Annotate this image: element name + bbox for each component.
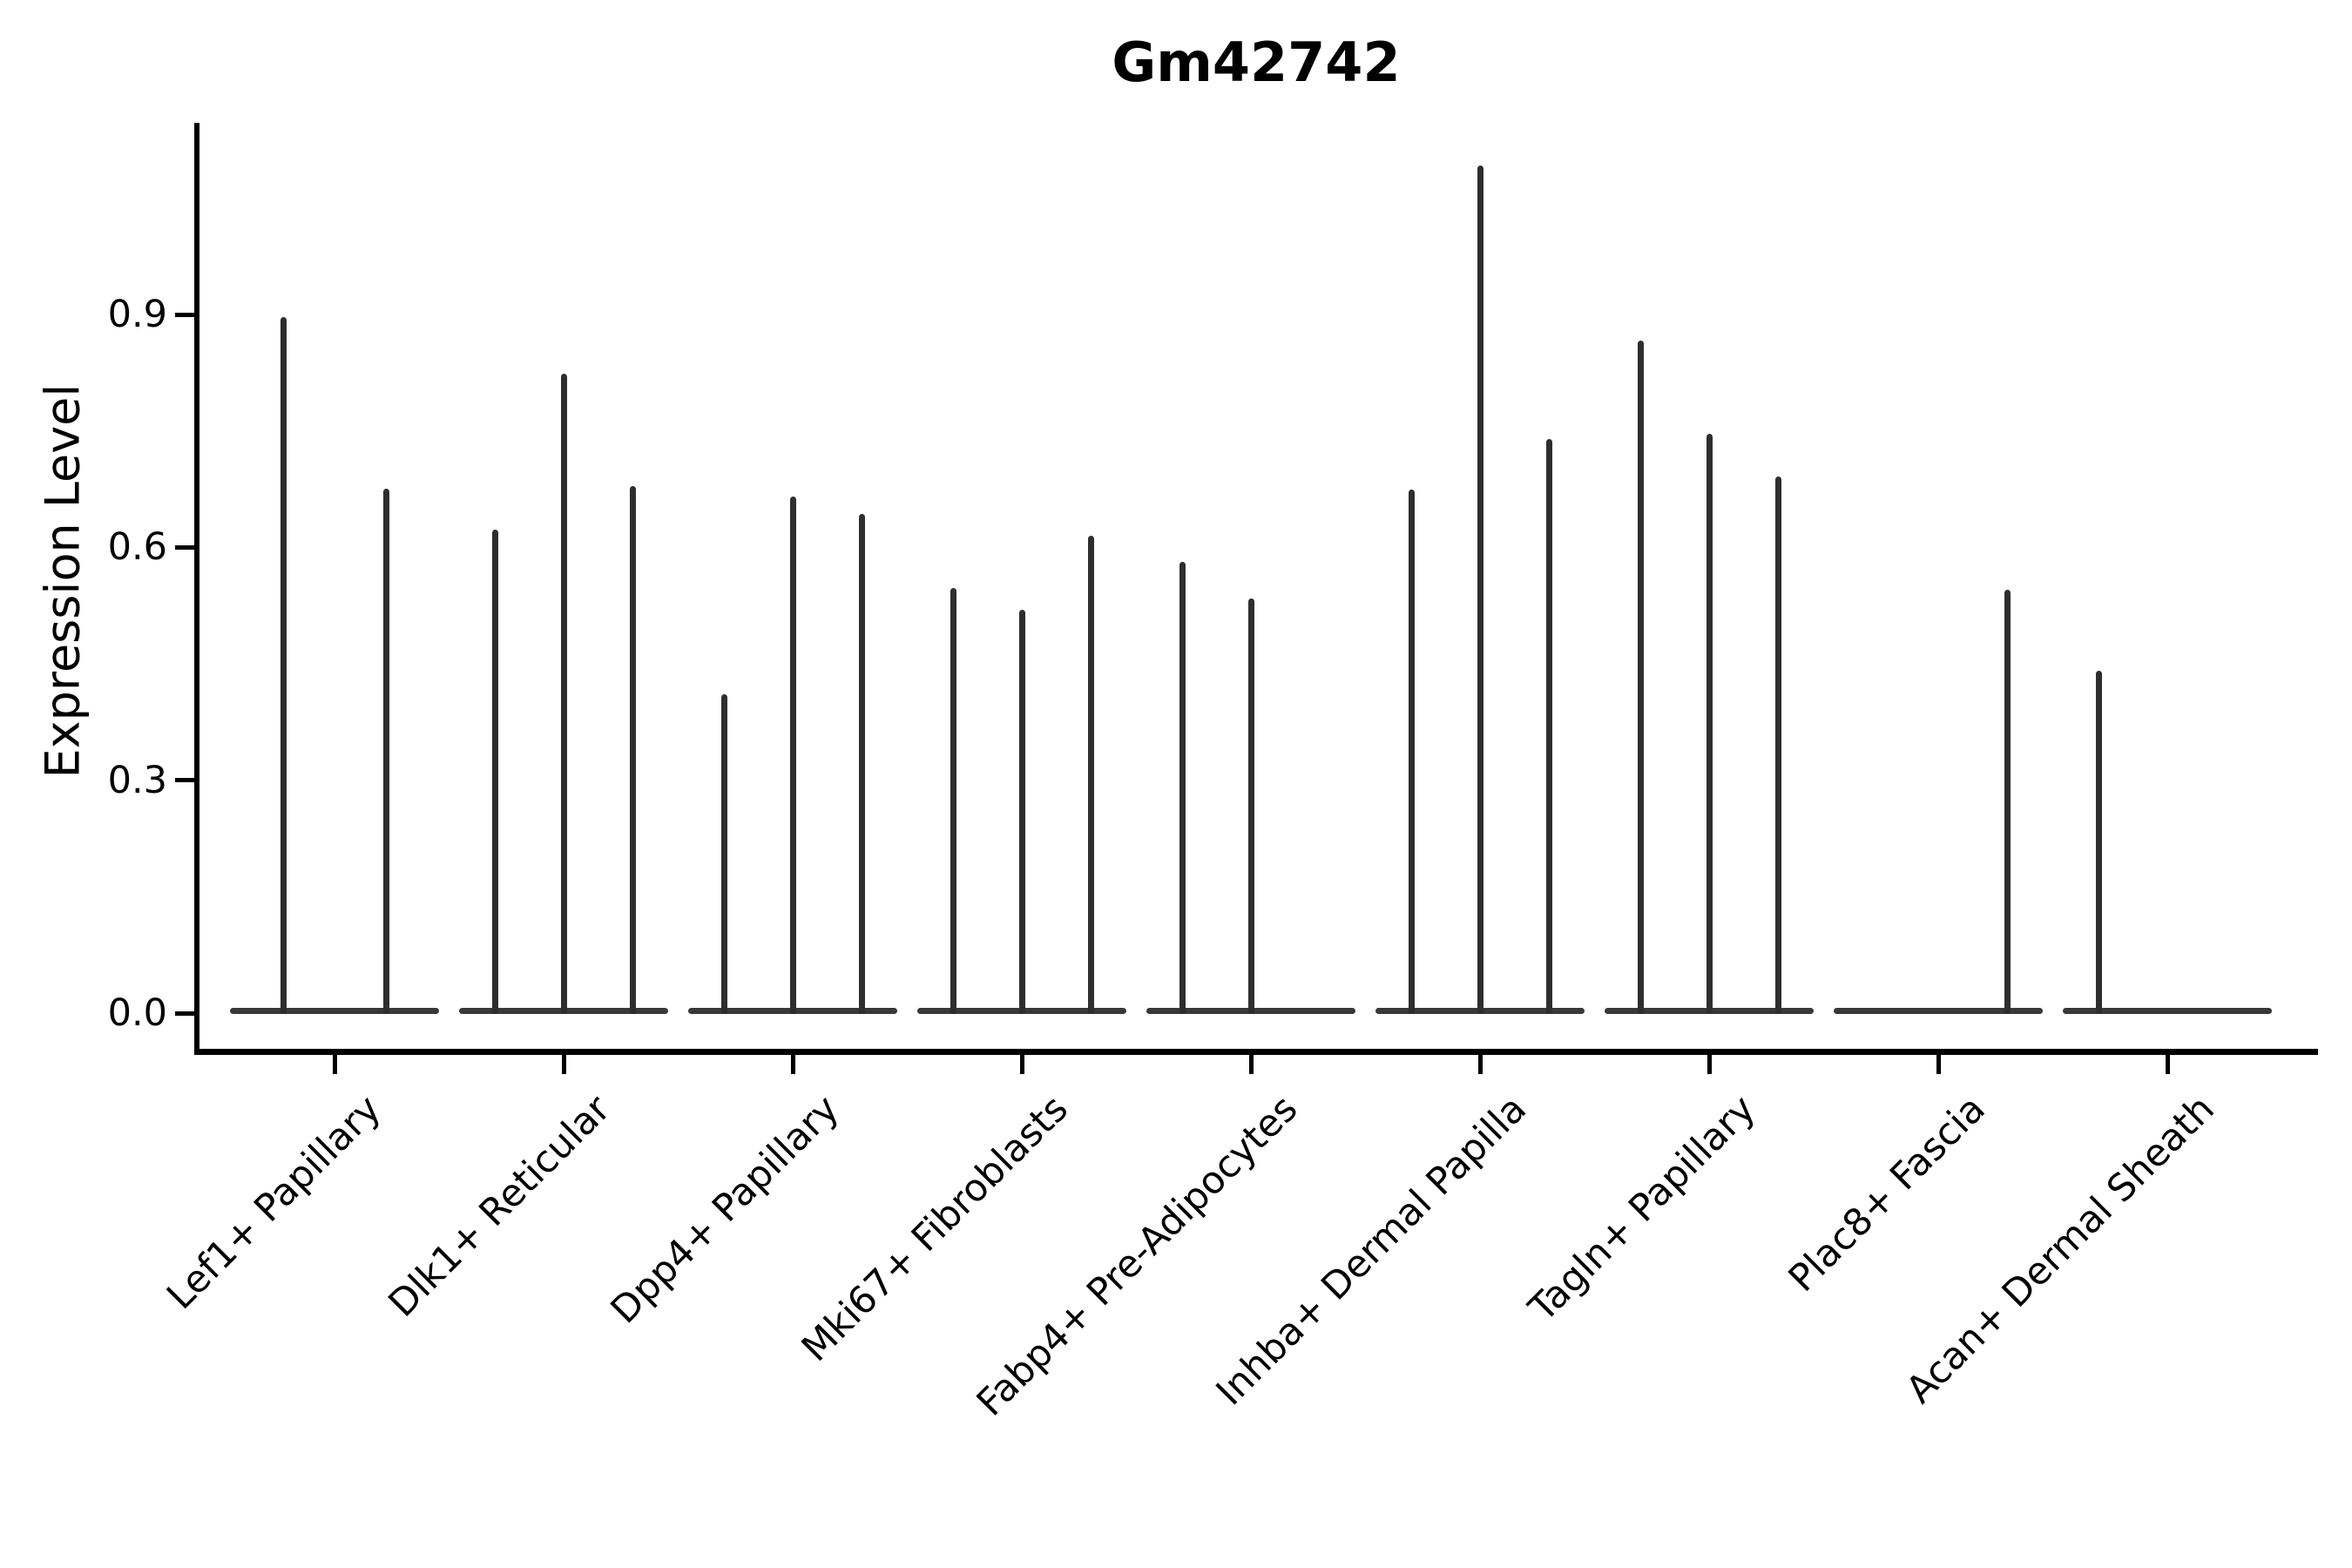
y-tick-mark [175, 1010, 194, 1016]
violin-baseline [1834, 1008, 2043, 1014]
x-axis-category-label: Dpp4+ Papillary [603, 1087, 848, 1333]
x-axis-category-label: Plac8+ Fascia [1780, 1087, 1994, 1301]
violin-spike [2004, 590, 2011, 1014]
x-tick-mark [1477, 1055, 1483, 1074]
violin-spike [1477, 166, 1484, 1014]
violin-baseline [230, 1008, 439, 1014]
x-axis-category-label: Tagln+ Papillary [1521, 1087, 1765, 1331]
x-axis-category-label: Dlk1+ Reticular [380, 1087, 619, 1326]
y-axis-label: Expression Level [35, 383, 91, 779]
y-tick-label: 0.9 [107, 293, 167, 337]
violin-spike [1018, 609, 1025, 1014]
violin-spike [1637, 341, 1644, 1014]
violin-spike [789, 496, 796, 1014]
x-axis-category-label: Lef1+ Papillary [159, 1087, 390, 1319]
violin-spike [1179, 562, 1186, 1014]
violin-spike [1774, 476, 1781, 1014]
x-tick-mark [1936, 1055, 1941, 1074]
violin-spike [629, 486, 636, 1014]
violin-spike [2095, 671, 2102, 1014]
violin-spike [950, 587, 956, 1014]
violin-spike [720, 693, 727, 1014]
violin-spike [1247, 598, 1254, 1014]
x-tick-mark [1707, 1055, 1712, 1074]
violin-spike [491, 529, 498, 1014]
x-tick-mark [561, 1055, 566, 1074]
x-axis-line [194, 1049, 2318, 1055]
x-tick-mark [2165, 1055, 2170, 1074]
violin-baseline [2063, 1008, 2272, 1014]
violin-spike [1408, 490, 1415, 1014]
y-tick-mark [175, 778, 194, 783]
violin-spike [858, 514, 865, 1014]
violin-spike [560, 373, 567, 1014]
violin-spike [382, 488, 389, 1014]
violin-spike [280, 316, 287, 1014]
x-tick-mark [790, 1055, 795, 1074]
y-axis-line [194, 123, 199, 1055]
violin-spike [1706, 434, 1713, 1014]
violin-spike [1545, 438, 1552, 1014]
y-tick-label: 0.3 [107, 758, 167, 802]
y-tick-label: 0.0 [107, 991, 167, 1035]
y-tick-mark [175, 544, 194, 550]
x-tick-mark [332, 1055, 337, 1074]
y-tick-mark [175, 312, 194, 317]
y-tick-label: 0.6 [107, 525, 167, 570]
x-tick-mark [1248, 1055, 1254, 1074]
x-tick-mark [1019, 1055, 1024, 1074]
violin-spike [1087, 536, 1094, 1014]
plot-title: Gm42742 [1112, 30, 1401, 94]
